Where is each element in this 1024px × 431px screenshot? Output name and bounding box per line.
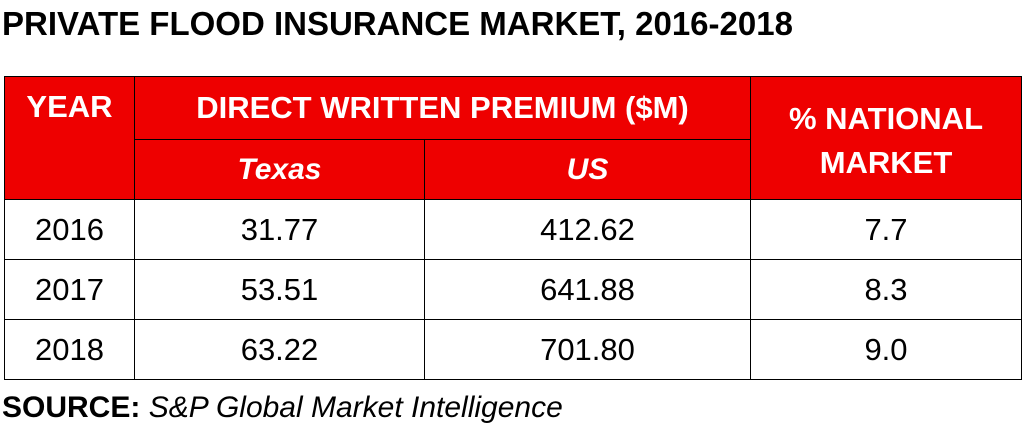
pct-cell: 9.0	[750, 319, 1022, 380]
pct-cell: 7.7	[750, 199, 1022, 260]
year-cell: 2016	[4, 199, 135, 260]
source-note: SOURCE: S&P Global Market Intelligence	[2, 388, 1002, 428]
us-cell: 412.62	[424, 199, 751, 260]
national-market-header-line2: MARKET	[819, 145, 953, 180]
national-market-header-line1: % NATIONAL	[788, 101, 984, 136]
flood-insurance-table: YEAR DIRECT WRITTEN PREMIUM ($M) % NATIO…	[4, 76, 1022, 380]
us-cell: 641.88	[424, 259, 751, 320]
texas-cell: 31.77	[134, 199, 425, 260]
us-cell: 701.80	[424, 319, 751, 380]
source-text: S&P Global Market Intelligence	[148, 391, 563, 424]
table-row: 2016 31.77 412.62 7.7	[4, 199, 1022, 260]
year-header: YEAR	[4, 76, 135, 200]
pct-cell: 8.3	[750, 259, 1022, 320]
year-cell: 2018	[4, 319, 135, 380]
table-row: 2017 53.51 641.88 8.3	[4, 259, 1022, 320]
source-label: SOURCE:	[2, 391, 141, 424]
texas-cell: 53.51	[134, 259, 425, 320]
table-row: 2018 63.22 701.80 9.0	[4, 319, 1022, 380]
texas-cell: 63.22	[134, 319, 425, 380]
us-header: US	[424, 139, 751, 200]
year-cell: 2017	[4, 259, 135, 320]
texas-header: Texas	[134, 139, 425, 200]
premium-group-header: DIRECT WRITTEN PREMIUM ($M)	[134, 76, 751, 140]
national-market-header: % NATIONAL MARKET	[750, 76, 1022, 200]
page-title: PRIVATE FLOOD INSURANCE MARKET, 2016-201…	[2, 5, 793, 42]
